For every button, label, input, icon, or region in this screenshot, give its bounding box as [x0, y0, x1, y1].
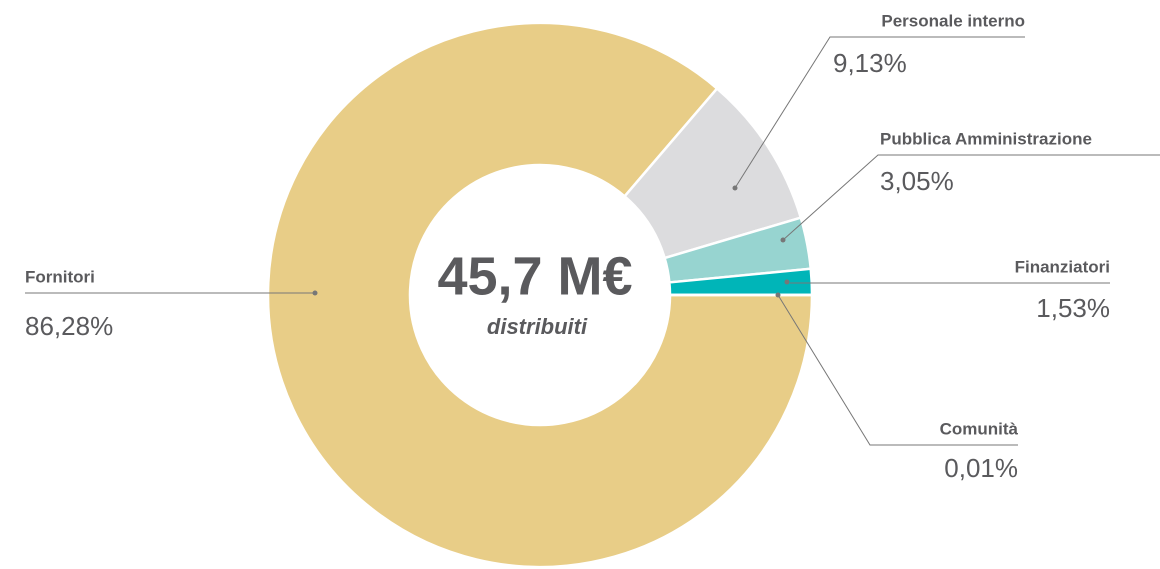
center-subtitle: distribuiti [487, 314, 588, 339]
leader-line [782, 154, 1160, 241]
legend-label: Personale interno [881, 11, 1025, 30]
legend-label: Fornitori [25, 267, 95, 286]
legend-label: Pubblica Amministrazione [880, 129, 1092, 148]
value-label: 1,53% [1036, 293, 1110, 323]
value-label: 9,13% [833, 48, 907, 78]
leader-dot [732, 185, 738, 191]
legend-label: Comunità [940, 419, 1019, 438]
leader-line [734, 36, 1025, 189]
leader-line [777, 294, 1018, 446]
segment [266, 21, 814, 569]
legend-label: Finanziatori [1015, 257, 1110, 276]
leader-dot [780, 237, 786, 243]
leader-dot [312, 290, 318, 296]
value-label: 3,05% [880, 166, 954, 196]
leader-dot [775, 292, 781, 298]
donut [266, 21, 814, 569]
value-label: 0,01% [944, 453, 1018, 483]
leader-dot [784, 279, 790, 285]
value-label: 86,28% [25, 311, 113, 341]
center-title: 45,7 M€ [437, 246, 632, 306]
